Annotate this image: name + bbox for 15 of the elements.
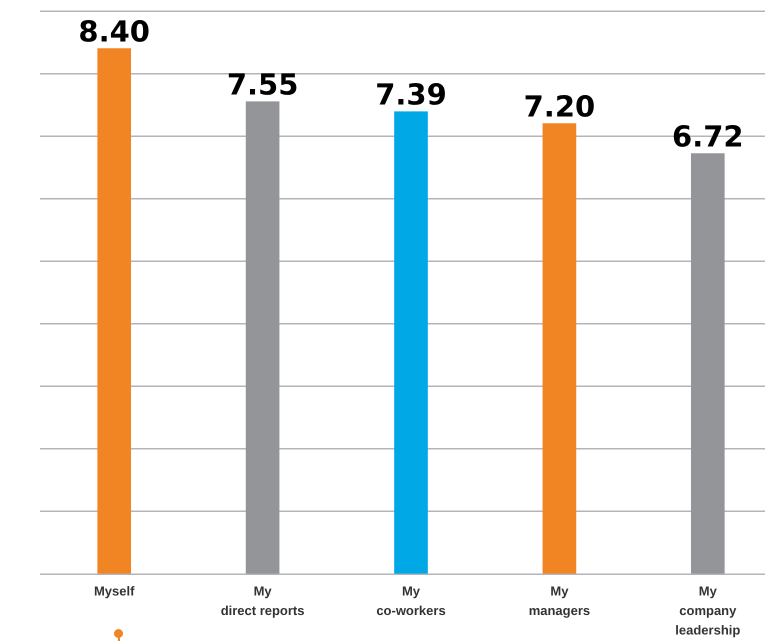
bar [97, 48, 132, 574]
bar [394, 111, 428, 574]
bar [542, 123, 576, 574]
x-tick-label: My managers [528, 583, 590, 618]
bar [690, 153, 725, 574]
x-tick-label: My co-workers [376, 583, 446, 618]
data-label: 7.39 [375, 78, 447, 112]
x-tick-label: Myself [94, 583, 136, 598]
data-label: 7.55 [226, 68, 298, 102]
bar [246, 101, 280, 574]
x-tick-label: My direct reports [220, 583, 305, 618]
x-tick-label: My company leadership [675, 583, 740, 638]
data-label: 7.20 [524, 90, 596, 124]
data-label: 8.40 [78, 14, 150, 49]
data-label: 6.72 [672, 120, 744, 154]
